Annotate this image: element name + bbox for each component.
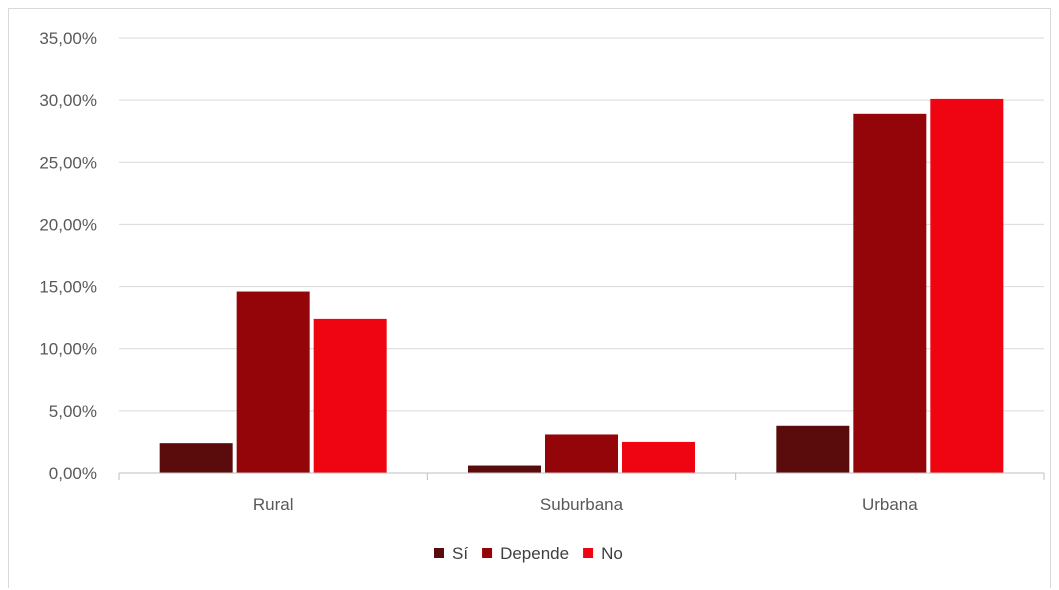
legend-swatch bbox=[482, 548, 493, 558]
bar-rural-2 bbox=[313, 318, 387, 473]
y-tick-label: 30,00% bbox=[39, 91, 97, 110]
bar-rural-0 bbox=[159, 443, 233, 473]
legend-swatch bbox=[434, 548, 444, 558]
y-tick-label: 20,00% bbox=[39, 215, 97, 234]
bar-urbana-2 bbox=[930, 98, 1004, 474]
bar-suburbana-2 bbox=[622, 441, 695, 473]
legend-label: Depende bbox=[500, 544, 569, 563]
y-axis-tick-labels: 0,00% 5,00% 10,00% 15,00% 20,00% 25,00% 30,00%… bbox=[39, 29, 97, 483]
bar-rural-1 bbox=[236, 291, 310, 473]
legend: Sí Depende No bbox=[434, 544, 623, 563]
y-tick-label: 0,00% bbox=[49, 464, 97, 483]
legend-label: No bbox=[601, 544, 623, 563]
y-tick-label: 15,00% bbox=[39, 278, 97, 297]
x-category-label: Urbana bbox=[862, 495, 918, 514]
x-category-label: Rural bbox=[253, 495, 294, 514]
y-tick-label: 35,00% bbox=[39, 29, 97, 48]
x-axis: Rural Suburbana Urbana bbox=[118, 472, 1045, 514]
y-tick-label: 10,00% bbox=[39, 340, 97, 359]
bar-suburbana-1 bbox=[545, 434, 618, 473]
bars bbox=[159, 98, 1004, 474]
bar-suburbana-0 bbox=[468, 465, 541, 473]
x-category-label: Suburbana bbox=[540, 495, 624, 514]
bar-urbana-1 bbox=[853, 113, 927, 474]
legend-label: Sí bbox=[452, 544, 468, 563]
y-tick-label: 5,00% bbox=[49, 402, 97, 421]
y-tick-label: 25,00% bbox=[39, 153, 97, 172]
legend-swatch bbox=[583, 548, 594, 558]
bar-urbana-0 bbox=[776, 425, 850, 473]
